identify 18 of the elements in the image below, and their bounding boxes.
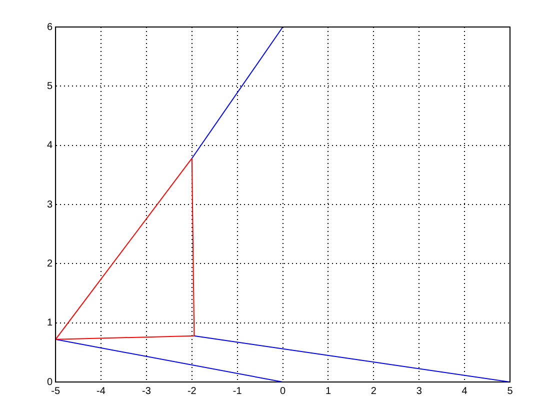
x-tick-label: -4 [96,386,106,397]
x-tick-label: -3 [142,386,152,397]
y-tick-label: 5 [47,80,53,92]
y-tick-label: 3 [47,199,53,210]
y-tick-label: 1 [47,318,53,329]
x-tick-label: 0 [280,386,286,397]
x-tick-label: 2 [370,386,377,397]
x-tick-label: -5 [51,386,60,397]
x-tick-label: 3 [416,386,422,397]
y-tick-label: 4 [47,140,53,152]
x-tick-label: 4 [462,386,468,397]
y-tick-label: 2 [47,258,53,270]
x-tick-label: 1 [325,386,332,397]
x-tick-label: 5 [507,386,514,397]
y-tick-label: 6 [47,22,53,33]
x-tick-label: -2 [187,386,197,397]
x-tick-label: -1 [232,386,242,397]
y-tick-label: 0 [47,376,53,388]
